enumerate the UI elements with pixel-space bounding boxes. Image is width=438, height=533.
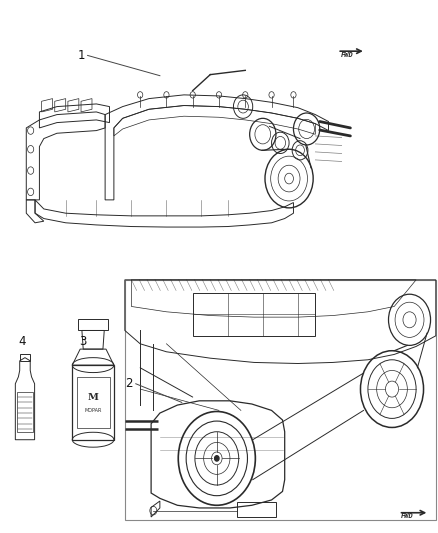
Circle shape xyxy=(215,456,219,461)
Text: 3: 3 xyxy=(80,335,87,348)
Text: FWD: FWD xyxy=(401,513,414,519)
Text: 1: 1 xyxy=(77,49,85,62)
Text: FWD: FWD xyxy=(341,52,353,58)
Text: MOPAR: MOPAR xyxy=(85,408,102,413)
Text: 2: 2 xyxy=(125,377,133,390)
Text: 4: 4 xyxy=(18,335,26,348)
Text: M: M xyxy=(88,393,99,401)
